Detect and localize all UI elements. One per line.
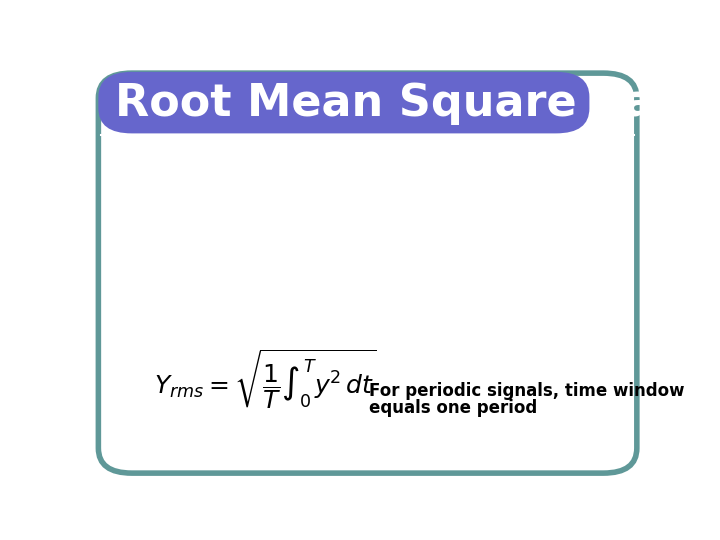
FancyBboxPatch shape <box>99 73 637 473</box>
Text: Root Mean Square Value (RMS): Root Mean Square Value (RMS) <box>115 82 720 125</box>
Text: $Y_{rms} = \sqrt{\dfrac{1}{T}\int_0^T y^2\,dt}$: $Y_{rms} = \sqrt{\dfrac{1}{T}\int_0^T y^… <box>154 347 377 411</box>
FancyBboxPatch shape <box>99 72 590 133</box>
Text: equals one period: equals one period <box>369 399 537 417</box>
Text: For periodic signals, time window: For periodic signals, time window <box>369 382 685 400</box>
